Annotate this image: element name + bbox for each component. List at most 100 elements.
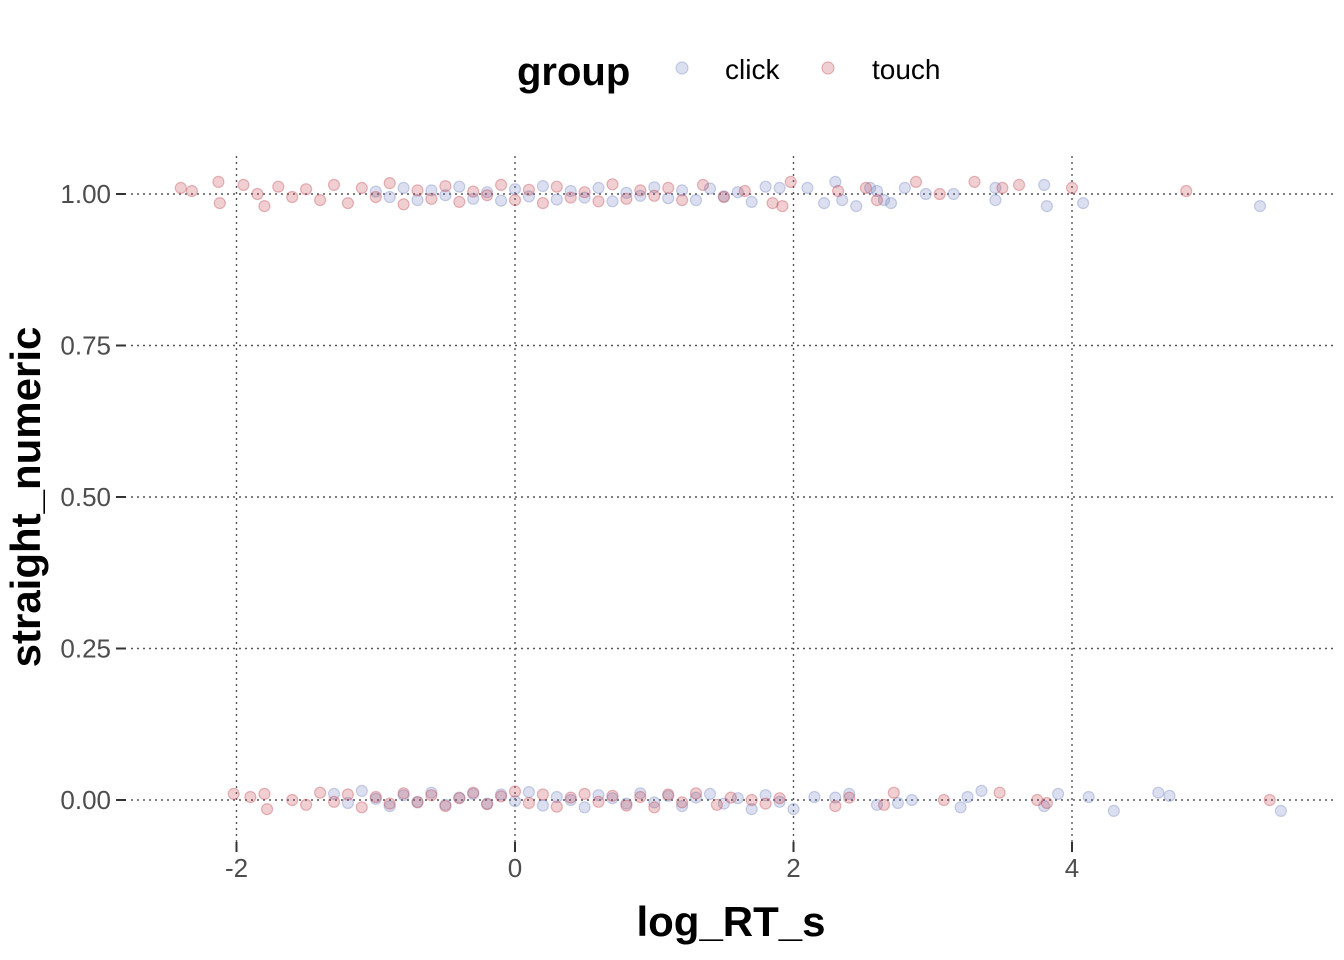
point-touch	[467, 786, 480, 799]
legend-label-click: click	[725, 54, 780, 85]
point-touch	[314, 786, 327, 799]
point-touch	[286, 190, 299, 204]
point-click	[425, 786, 438, 799]
point-touch	[1031, 793, 1044, 807]
point-click	[1082, 790, 1095, 804]
point-touch	[185, 184, 198, 198]
point-touch	[369, 190, 382, 204]
point-click	[536, 799, 550, 812]
point-touch	[648, 801, 661, 814]
point-click	[467, 787, 480, 801]
point-click	[369, 792, 382, 805]
point-touch	[508, 194, 522, 207]
point-touch	[272, 180, 285, 193]
point-touch	[909, 175, 923, 188]
point-click	[411, 795, 424, 808]
point-click	[508, 183, 522, 196]
point-click	[717, 190, 731, 203]
point-touch	[937, 793, 951, 807]
point-click	[891, 796, 905, 810]
point-click	[536, 180, 550, 193]
y-tick-label: 1.00	[60, 179, 111, 209]
point-click	[620, 186, 633, 199]
point-click	[759, 789, 772, 802]
point-click	[1051, 787, 1065, 801]
point-touch	[564, 791, 577, 804]
x-axis-title: log_RT_s	[636, 898, 825, 945]
point-click	[341, 796, 354, 810]
point-touch	[355, 801, 368, 814]
point-click	[717, 797, 731, 810]
point-click	[1038, 799, 1051, 813]
point-click	[731, 186, 744, 199]
legend-key-touch	[821, 61, 835, 75]
point-click	[989, 181, 1002, 194]
point-touch	[481, 189, 494, 202]
point-click	[843, 787, 856, 801]
point-click	[648, 796, 661, 809]
point-touch	[411, 184, 424, 197]
point-click	[592, 181, 605, 194]
point-touch	[648, 189, 661, 202]
point-touch	[286, 793, 299, 807]
point-click	[425, 184, 438, 197]
point-touch	[341, 788, 354, 801]
point-click	[1274, 804, 1288, 818]
point-touch	[212, 175, 225, 188]
point-click	[905, 793, 919, 807]
point-touch	[355, 181, 368, 194]
point-touch	[620, 192, 633, 205]
point-touch	[536, 197, 550, 210]
point-click	[989, 194, 1002, 207]
point-touch	[314, 194, 327, 207]
point-touch	[550, 180, 563, 193]
point-click	[850, 200, 863, 213]
point-touch	[634, 790, 647, 804]
point-click	[578, 801, 591, 814]
point-touch	[564, 191, 577, 204]
point-click	[439, 798, 452, 811]
point-touch	[425, 192, 438, 205]
y-axis-title: straight_numeric	[2, 327, 49, 668]
point-click	[606, 792, 619, 805]
point-touch	[738, 184, 751, 198]
point-click	[863, 181, 877, 194]
point-click	[801, 181, 814, 194]
point-touch	[1263, 793, 1276, 807]
point-touch	[634, 184, 647, 197]
point-touch	[327, 178, 341, 191]
point-touch	[453, 195, 466, 208]
point-click	[703, 787, 717, 801]
point-touch	[341, 197, 354, 210]
point-touch	[383, 177, 396, 190]
point-touch	[689, 787, 703, 800]
point-click	[564, 184, 577, 198]
point-click	[564, 793, 577, 807]
point-click	[703, 182, 717, 195]
point-click	[975, 784, 988, 798]
point-touch	[675, 796, 689, 809]
point-touch	[843, 791, 856, 804]
point-touch	[522, 796, 536, 810]
legend-title: group	[517, 50, 630, 94]
point-touch	[261, 802, 274, 816]
point-touch	[369, 790, 382, 804]
point-click	[522, 785, 536, 799]
point-click	[662, 789, 675, 802]
point-click	[453, 791, 466, 804]
point-touch	[831, 184, 845, 198]
point-touch	[859, 181, 873, 194]
point-touch	[696, 178, 710, 191]
point-click	[397, 789, 410, 802]
point-touch	[244, 790, 257, 804]
point-click	[773, 181, 786, 194]
point-touch	[495, 178, 508, 191]
point-click	[397, 181, 410, 194]
point-touch	[397, 198, 410, 211]
point-touch	[522, 183, 536, 196]
y-tick-label: 0.25	[60, 634, 111, 664]
point-touch	[397, 787, 410, 800]
point-click	[675, 184, 689, 197]
point-touch	[784, 175, 797, 188]
